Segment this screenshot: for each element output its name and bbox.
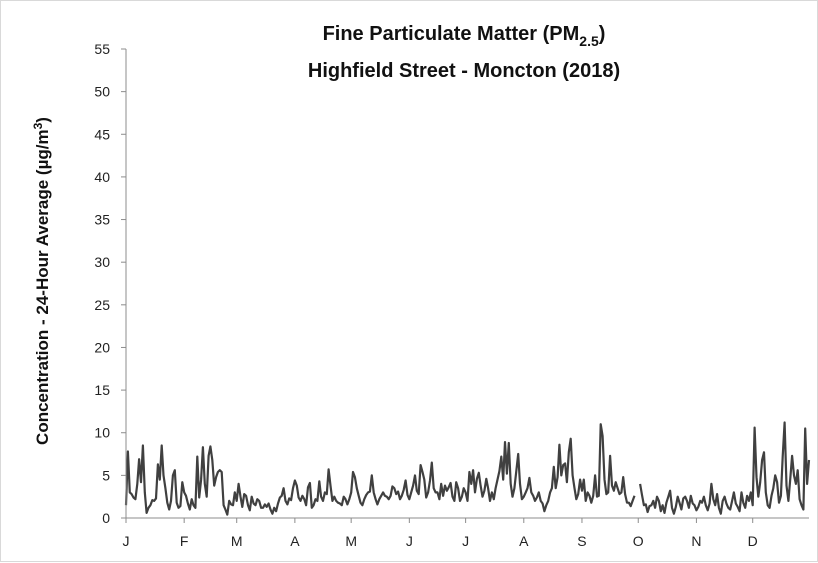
y-axis-label-superscript: 3 [31,122,45,129]
x-tick-label: A [519,533,529,549]
title-close: ) [599,23,606,45]
x-tick-label: O [633,533,644,549]
x-tick-label: M [231,533,243,549]
x-tick-label: F [180,533,189,549]
x-tick-label: D [748,533,758,549]
y-tick-label: 45 [94,126,110,142]
series-line [124,423,636,516]
svg-text:Fine Particulate Matter (PM2.5: Fine Particulate Matter (PM2.5) [323,23,606,49]
y-tick-label: 35 [94,212,110,228]
x-tick-label: M [345,533,357,549]
x-tick-label: J [406,533,413,549]
chart-subtitle: Highfield Street - Moncton (2018) [308,60,620,82]
series-line [639,421,811,515]
y-tick-label: 5 [102,467,110,483]
y-tick-label: 30 [94,254,110,270]
y-tick-label: 25 [94,297,110,313]
y-tick-label: 10 [94,425,110,441]
x-tick-label: N [691,533,701,549]
x-tick-label: A [290,533,300,549]
x-tick-label: J [462,533,469,549]
y-axis-label: Concentration - 24-Hour Average (µg/m3) [31,117,52,445]
y-tick-label: 0 [102,510,110,526]
y-axis-label-close: ) [33,117,52,123]
x-tick-label: S [577,533,586,549]
title-subscript: 2.5 [579,33,599,49]
y-tick-label: 20 [94,339,110,355]
y-tick-label: 15 [94,382,110,398]
title-main: Fine Particulate Matter (PM [323,23,580,45]
y-tick-label: 40 [94,169,110,185]
y-axis-ticks: 0 5 10 15 20 25 30 35 40 45 50 55 [94,41,126,526]
series-group [124,421,811,516]
chart-title: Fine Particulate Matter (PM2.5) Highfiel… [308,23,620,82]
y-tick-label: 55 [94,41,110,57]
y-axis-label-main: Concentration - 24-Hour Average (µg/m [33,129,52,445]
x-tick-label: J [123,533,130,549]
y-tick-label: 50 [94,84,110,100]
